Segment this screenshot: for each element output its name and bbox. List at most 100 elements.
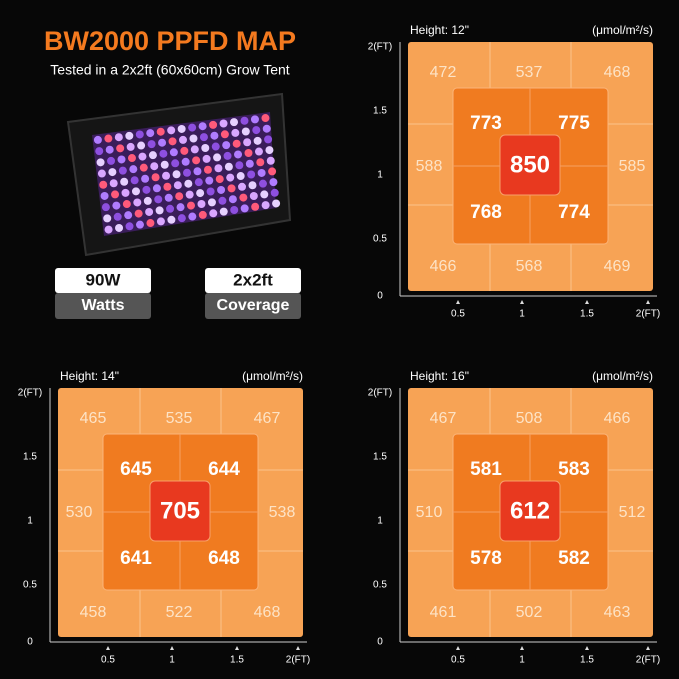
led xyxy=(194,178,203,187)
led xyxy=(198,210,207,219)
led xyxy=(211,142,220,151)
x-tick-label: 1.5 xyxy=(230,655,244,666)
outer-value: 467 xyxy=(254,410,281,427)
led xyxy=(146,219,155,228)
led xyxy=(117,155,126,164)
y-tick-label: 0 xyxy=(377,637,383,648)
title: BW2000 PPFD MAP xyxy=(44,26,296,56)
led xyxy=(231,128,240,137)
led xyxy=(245,159,254,168)
y-tick-label: 0 xyxy=(377,291,383,302)
led xyxy=(228,195,237,204)
badge-value: 2x2ft xyxy=(233,270,273,289)
led xyxy=(156,217,165,226)
badge: 2x2ft Coverage xyxy=(205,268,301,319)
outer-value: 461 xyxy=(430,604,457,621)
led xyxy=(206,187,215,196)
led xyxy=(115,223,124,232)
led xyxy=(121,188,130,197)
x-tick-label: 0.5 xyxy=(451,655,465,666)
lamp-image xyxy=(66,92,292,257)
led xyxy=(151,173,160,182)
led xyxy=(258,179,267,188)
led xyxy=(166,204,175,213)
outer-value: 469 xyxy=(604,258,631,275)
led xyxy=(241,127,250,136)
led xyxy=(99,180,108,189)
x-tick-label: 1 xyxy=(169,655,175,666)
y-tick-label: 1.5 xyxy=(373,106,387,117)
inner-value: 582 xyxy=(558,548,590,569)
led xyxy=(214,164,223,173)
led xyxy=(261,201,270,210)
led xyxy=(207,198,216,207)
x-tick-label: 1 xyxy=(519,655,525,666)
led xyxy=(129,165,138,174)
y-tick-label: 0.5 xyxy=(373,580,387,591)
y-tick-label: 1 xyxy=(377,516,383,527)
led xyxy=(148,151,157,160)
y-tick-label: 0.5 xyxy=(373,234,387,245)
outer-value: 535 xyxy=(166,410,193,427)
x-tick xyxy=(646,300,650,304)
outer-value: 468 xyxy=(604,64,631,81)
y-tick-label: 1.5 xyxy=(23,452,37,463)
x-tick xyxy=(235,646,239,650)
led xyxy=(220,130,229,139)
center-zone xyxy=(149,480,211,542)
led xyxy=(158,138,167,147)
led xyxy=(97,169,106,178)
x-tick-label: 2(FT) xyxy=(636,309,660,320)
led xyxy=(173,181,182,190)
led xyxy=(223,151,232,160)
led xyxy=(139,163,148,172)
led xyxy=(247,170,256,179)
led xyxy=(167,126,176,135)
outer-value: 465 xyxy=(80,410,107,427)
led xyxy=(183,168,191,177)
inner-value: 648 xyxy=(208,548,240,569)
led xyxy=(134,209,143,218)
inner-value: 578 xyxy=(470,548,502,569)
led xyxy=(239,193,248,202)
x-tick xyxy=(456,646,460,650)
led xyxy=(135,130,144,139)
led xyxy=(126,142,135,151)
badge-value: 90W xyxy=(86,270,122,289)
led xyxy=(199,133,208,142)
inner-value: 774 xyxy=(558,202,590,223)
inner-value: 768 xyxy=(470,202,502,223)
led xyxy=(256,158,265,167)
outer-value: 466 xyxy=(430,258,457,275)
led xyxy=(272,199,281,208)
outer-value: 530 xyxy=(66,504,93,521)
led xyxy=(261,114,270,123)
inner-value: 641 xyxy=(120,548,152,569)
led xyxy=(116,144,125,153)
ppfd-map: Height: 16" (μmol/m²/s) 467 508 466 510 512 461… xyxy=(368,369,660,665)
led xyxy=(167,215,176,224)
outer-value: 463 xyxy=(604,604,631,621)
x-tick xyxy=(296,646,300,650)
led xyxy=(105,145,114,154)
badge-label: Coverage xyxy=(217,297,290,314)
led xyxy=(201,143,210,152)
outer-value: 472 xyxy=(430,64,457,81)
led xyxy=(114,133,123,142)
x-tick xyxy=(520,300,524,304)
led xyxy=(219,119,228,128)
led xyxy=(168,137,177,146)
led xyxy=(171,159,180,168)
led xyxy=(125,131,134,140)
led xyxy=(268,167,277,176)
led xyxy=(209,209,218,218)
x-tick xyxy=(456,300,460,304)
led xyxy=(264,135,273,144)
led xyxy=(270,188,279,197)
y-tick-label: 0 xyxy=(27,637,33,648)
y-tick-label: 1.5 xyxy=(373,452,387,463)
led xyxy=(104,134,113,143)
x-tick xyxy=(520,646,524,650)
center-value: 612 xyxy=(510,497,550,524)
